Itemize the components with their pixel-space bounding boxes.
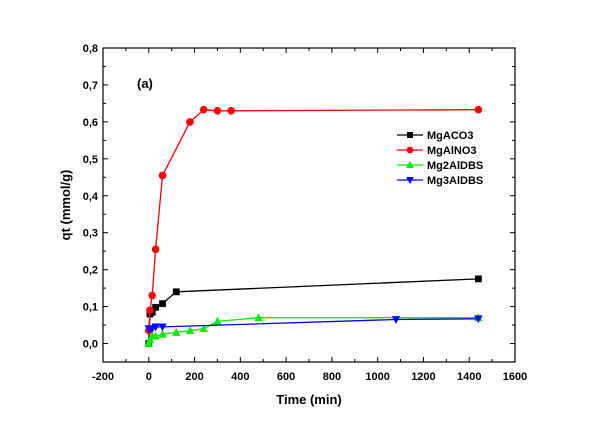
y-tick-label: 0,6 [83,117,98,129]
data-point-mgaco3 [172,288,180,296]
data-point-mgalno3 [146,306,154,315]
data-point-mg3aldbs [158,323,167,332]
legend-label: Mg3AlDBS [427,175,483,187]
data-point-mg2aldbs [158,329,167,338]
legend-marker [406,161,414,168]
series-line-mgalno3 [148,109,479,331]
y-axis: 0,0 0,1 0,2 0,3 0,4 0,5 0,6 0,7 0,8 [83,43,515,351]
data-point-mgaco3 [152,303,160,311]
series-mgalno3 [144,105,483,335]
data-point-mgalno3 [474,105,483,114]
x-tick-label: 200 [185,371,203,383]
series-group [144,105,483,347]
series-mgaco3 [145,275,482,347]
data-point-mg2aldbs [213,316,222,325]
legend-marker [406,146,414,154]
data-point-mg2aldbs [185,326,195,334]
legend-item-mgaco3: MgACO3 [397,130,473,142]
y-tick-label: 0,2 [83,265,98,277]
x-tick-label: 400 [231,371,249,383]
x-tick-label: 600 [277,371,295,383]
x-tick-label: 0 [146,371,152,383]
legend-item-mg2aldbs: Mg2AlDBS [397,160,483,172]
x-tick-label: 1000 [365,371,389,383]
x-tick-label: 1600 [503,371,527,383]
data-point-mg3aldbs [391,316,401,324]
series-line-mg3aldbs [148,318,479,330]
x-axis: -200 0 200 400 600 800 1000 1200 1400 1600 [92,48,527,383]
x-tick-label: 800 [323,371,341,383]
data-point-mg2aldbs [172,328,181,336]
data-point-mg2aldbs [151,331,160,340]
legend-marker [407,132,413,138]
x-tick-label: -200 [92,371,114,383]
legend-marker [406,177,414,184]
legend-label: MgAlNO3 [427,145,477,157]
x-tick-label: 1200 [411,371,435,383]
y-tick-label: 0,0 [83,339,98,351]
y-tick-label: 0,3 [83,228,98,240]
y-tick-label: 0,7 [83,80,98,92]
data-point-mgalno3 [148,291,157,300]
plot-frame [102,47,516,363]
data-point-mgalno3 [199,105,208,114]
data-point-mg2aldbs [199,324,208,333]
data-point-mgaco3 [159,300,166,308]
series-mg2aldbs [144,313,483,347]
data-point-mg2aldbs [254,313,263,322]
series-line-mgaco3 [148,278,479,344]
y-axis-title: qt (mmol/g) [58,170,73,241]
data-point-mgalno3 [186,118,194,126]
legend-label: Mg2AlDBS [427,160,483,172]
data-point-mgalno3 [213,107,222,115]
data-point-mgalno3 [158,171,167,180]
data-point-mgaco3 [474,275,482,283]
data-point-mgalno3 [227,107,235,115]
panel-label: (a) [137,76,153,91]
data-point-mg3aldbs [474,315,483,324]
legend-item-mgalno3: MgAlNO3 [397,145,477,157]
legend-label: MgACO3 [427,130,473,142]
x-tick-label: 1400 [457,371,481,383]
y-tick-label: 0,4 [83,191,99,203]
legend-item-mg3aldbs: Mg3AlDBS [397,175,483,187]
series-mg3aldbs [144,315,483,334]
data-point-mgalno3 [151,245,160,254]
legend: MgACO3 MgAlNO3 Mg2AlDBS Mg3AlDBS [397,130,483,187]
y-tick-label: 0,5 [83,154,98,166]
y-tick-label: 0,8 [83,43,98,55]
y-tick-label: 0,1 [83,302,98,314]
x-axis-title: Time (min) [276,392,342,407]
data-point-mg3aldbs [151,323,160,332]
